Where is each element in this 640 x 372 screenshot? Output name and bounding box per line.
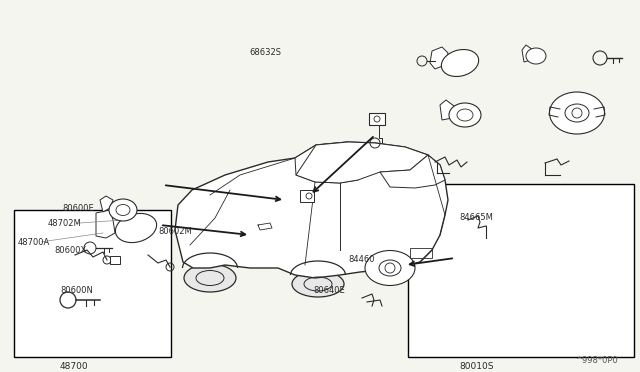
Ellipse shape xyxy=(292,271,344,297)
Text: 48700: 48700 xyxy=(60,362,88,371)
Bar xyxy=(300,190,314,202)
Polygon shape xyxy=(175,142,448,278)
Ellipse shape xyxy=(526,48,546,64)
Text: 80600X: 80600X xyxy=(54,246,86,254)
Bar xyxy=(408,184,634,357)
Text: 80600N: 80600N xyxy=(61,286,93,295)
Text: 84460: 84460 xyxy=(349,255,375,264)
Polygon shape xyxy=(440,100,454,120)
Polygon shape xyxy=(380,155,445,188)
Bar xyxy=(110,256,120,264)
Ellipse shape xyxy=(184,264,236,292)
Text: ^998*0P0: ^998*0P0 xyxy=(575,356,618,365)
Text: 48702M: 48702M xyxy=(48,219,82,228)
Polygon shape xyxy=(296,142,428,183)
Bar xyxy=(14,210,171,357)
Text: 80010S: 80010S xyxy=(460,362,494,371)
Polygon shape xyxy=(522,45,533,62)
Polygon shape xyxy=(100,196,113,212)
Ellipse shape xyxy=(115,214,157,243)
Ellipse shape xyxy=(109,199,137,221)
Text: 68632S: 68632S xyxy=(250,48,282,57)
Text: 80602M: 80602M xyxy=(159,227,193,236)
Ellipse shape xyxy=(365,250,415,285)
Ellipse shape xyxy=(442,49,479,77)
Polygon shape xyxy=(96,210,115,238)
Polygon shape xyxy=(430,47,448,69)
Ellipse shape xyxy=(550,92,605,134)
Text: 48700A: 48700A xyxy=(18,238,50,247)
Ellipse shape xyxy=(449,103,481,127)
Text: 80600E: 80600E xyxy=(63,204,95,213)
Bar xyxy=(410,248,432,258)
Text: 80640E: 80640E xyxy=(314,286,346,295)
Polygon shape xyxy=(295,142,360,183)
Text: 84665M: 84665M xyxy=(460,213,493,222)
Bar xyxy=(369,113,385,125)
